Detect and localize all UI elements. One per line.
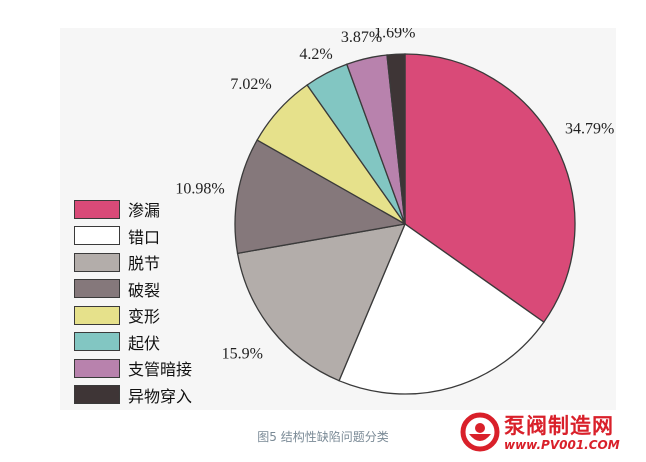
- chart-panel: 34.79%21.55%15.9%10.98%7.02%4.2%3.87%1.6…: [60, 28, 616, 410]
- legend-item: 异物穿入: [74, 382, 192, 409]
- watermark-name: 泵阀制造网: [504, 414, 614, 438]
- pie-chart: 34.79%21.55%15.9%10.98%7.02%4.2%3.87%1.6…: [175, 28, 614, 395]
- pie-slice-1: [404, 53, 576, 324]
- pie-value-label-1: 34.79%: [565, 120, 614, 137]
- legend-item: 破裂: [74, 276, 192, 303]
- legend-item: 脱节: [74, 249, 192, 276]
- legend-swatch: [74, 332, 120, 352]
- watermark: 泵阀制造网 www.PV001.COM: [458, 410, 638, 456]
- legend-swatch: [74, 358, 120, 378]
- legend-label: 变形: [128, 307, 161, 327]
- legend-label: 渗漏: [128, 201, 161, 221]
- pie-slices: [234, 53, 576, 395]
- pie-slice-4: [234, 139, 407, 255]
- pie-value-label-6: 4.2%: [299, 46, 332, 63]
- legend-label: 错口: [128, 227, 161, 247]
- legend-swatch: [74, 385, 120, 405]
- legend-item: 变形: [74, 302, 192, 329]
- legend-label: 异物穿入: [128, 386, 193, 406]
- legend-swatch: [74, 252, 120, 272]
- pie-slice-8: [386, 53, 406, 225]
- legend-item: 错口: [74, 223, 192, 250]
- legend: 渗漏错口脱节破裂变形起伏支管暗接异物穿入: [74, 196, 192, 408]
- watermark-url: www.PV001.COM: [504, 438, 620, 452]
- figure-caption: 图5 结构性缺陷问题分类: [257, 430, 389, 444]
- legend-label: 破裂: [128, 280, 161, 300]
- pie-slice-2: [338, 223, 545, 395]
- legend-item: 支管暗接: [74, 355, 192, 382]
- legend-swatch: [74, 226, 120, 246]
- pie-value-label-4: 10.98%: [175, 181, 224, 198]
- pie-labels: 34.79%21.55%15.9%10.98%7.02%4.2%3.87%1.6…: [175, 28, 614, 363]
- legend-label: 起伏: [128, 333, 161, 353]
- legend-swatch: [74, 199, 120, 219]
- pie-value-label-7: 3.87%: [341, 29, 382, 46]
- pie-value-label-5: 7.02%: [230, 76, 271, 93]
- legend-swatch: [74, 279, 120, 299]
- watermark-logo-icon: [460, 412, 500, 452]
- legend-item: 渗漏: [74, 196, 192, 223]
- pie-value-label-8: 1.69%: [374, 28, 415, 41]
- legend-label: 支管暗接: [128, 360, 193, 380]
- legend-label: 脱节: [128, 254, 161, 274]
- pie-slice-3: [236, 223, 407, 382]
- legend-item: 起伏: [74, 329, 192, 356]
- pie-value-label-3: 15.9%: [222, 346, 263, 363]
- legend-swatch: [74, 305, 120, 325]
